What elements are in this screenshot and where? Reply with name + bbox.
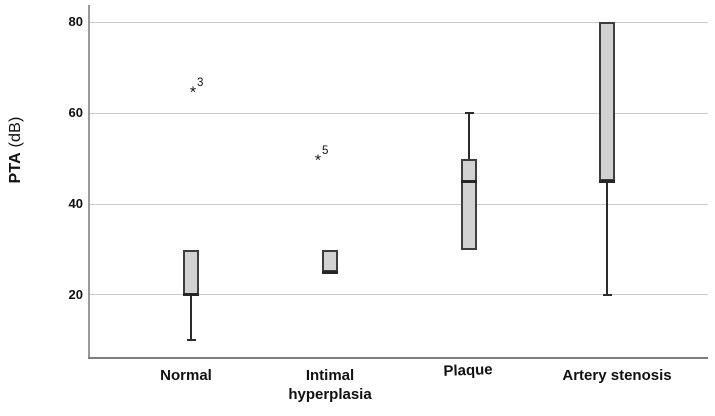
y-axis-title-main: PTA <box>7 152 24 184</box>
box-plaque <box>461 158 477 250</box>
x-label-plaque: Plaque <box>443 361 493 380</box>
median-plaque <box>461 179 477 183</box>
y-tick-40: 40 <box>68 196 83 212</box>
gridline-40 <box>88 203 708 205</box>
whisker-high-plaque <box>468 113 470 159</box>
median-artery-stenosis <box>599 179 615 183</box>
x-label-intimal-hyperplasia: Intimal hyperplasia <box>288 367 372 403</box>
outlier-case-label: 5 <box>322 144 329 157</box>
whisker-cap-high-plaque <box>464 112 474 115</box>
gridline-60 <box>88 112 708 114</box>
outlier-case-label: 3 <box>197 76 204 89</box>
y-tick-20: 20 <box>68 286 83 302</box>
x-label-normal: Normal <box>160 367 212 384</box>
whisker-low-normal <box>190 294 192 341</box>
median-normal <box>183 293 199 297</box>
whisker-cap-low-normal <box>186 339 196 342</box>
whisker-low-artery-stenosis <box>606 181 608 295</box>
y-tick-60: 60 <box>68 105 83 121</box>
median-intimal-hyperplasia <box>322 270 338 274</box>
y-axis-title-unit: (dB) <box>7 116 24 153</box>
gridline-20 <box>88 294 708 296</box>
outlier-asterisk-marker: * <box>314 152 322 170</box>
y-axis-title: PTA (dB) <box>7 116 25 183</box>
box-intimal-hyperplasia <box>322 249 338 273</box>
box-normal <box>183 249 199 295</box>
x-label-artery-stenosis: Artery stenosis <box>562 367 672 384</box>
outlier-asterisk-marker: * <box>189 84 197 102</box>
y-axis-line <box>88 5 90 358</box>
gridline-80 <box>88 21 708 23</box>
x-axis-line <box>88 357 708 359</box>
whisker-cap-low-artery-stenosis <box>602 293 612 296</box>
y-tick-80: 80 <box>68 14 83 30</box>
box-artery-stenosis <box>599 22 615 182</box>
